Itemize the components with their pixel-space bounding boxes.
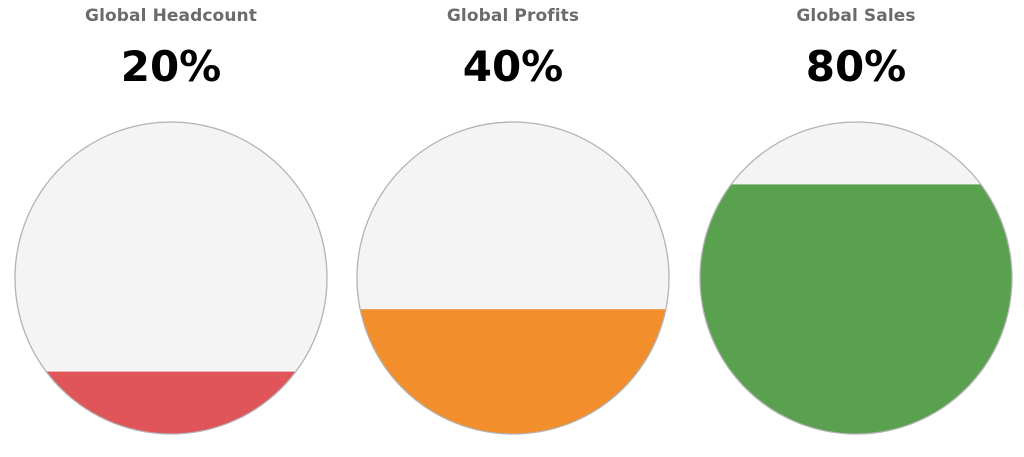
gauge-profits: Global Profits 40% bbox=[343, 0, 683, 457]
gauge-sales: Global Sales 80% bbox=[686, 0, 1024, 457]
gauge-outline bbox=[356, 121, 670, 435]
gauge-empty-area bbox=[15, 122, 327, 434]
gauge-headcount: Global Headcount 20% bbox=[1, 0, 341, 457]
gauge-outline bbox=[14, 121, 328, 435]
gauge-title: Global Profits bbox=[446, 6, 580, 26]
gauge-title: Global Sales bbox=[796, 6, 916, 26]
gauge-value-label: 20% bbox=[120, 42, 222, 91]
gauge-outline bbox=[699, 121, 1013, 435]
gauge-fill-level bbox=[700, 184, 1012, 434]
gauge-fill-level bbox=[15, 371, 327, 434]
gauge-chart bbox=[14, 121, 328, 435]
gauge-title: Global Headcount bbox=[85, 6, 257, 26]
gauge-value-label: 80% bbox=[805, 42, 907, 91]
gauge-value-label: 40% bbox=[462, 42, 564, 91]
gauge-chart bbox=[699, 121, 1013, 435]
gauge-fill-level bbox=[357, 309, 669, 434]
gauge-chart bbox=[356, 121, 670, 435]
